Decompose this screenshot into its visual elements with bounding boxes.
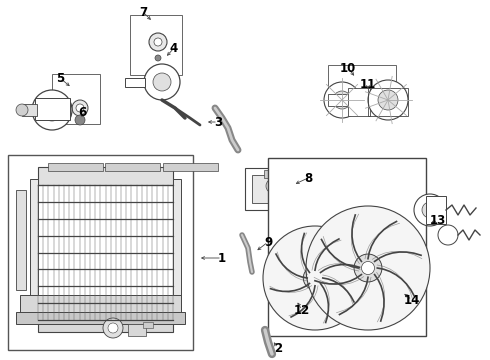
Bar — [173, 179, 181, 320]
Text: 1: 1 — [218, 252, 226, 265]
Bar — [8, 155, 193, 350]
Bar — [328, 94, 356, 106]
Bar — [426, 196, 446, 224]
Circle shape — [144, 64, 180, 100]
Circle shape — [154, 38, 162, 46]
Circle shape — [41, 99, 63, 121]
Circle shape — [306, 206, 430, 330]
Text: 13: 13 — [430, 213, 446, 226]
Bar — [348, 88, 370, 116]
Text: 11: 11 — [360, 77, 376, 90]
Bar — [252, 175, 288, 203]
Bar — [35, 98, 70, 120]
Bar — [130, 15, 182, 75]
Bar — [22, 104, 37, 116]
Text: 5: 5 — [56, 72, 64, 85]
Circle shape — [75, 115, 85, 125]
Circle shape — [422, 202, 438, 218]
Text: 12: 12 — [294, 303, 310, 316]
Circle shape — [368, 80, 408, 120]
Circle shape — [263, 226, 367, 330]
Circle shape — [333, 91, 351, 109]
Bar — [38, 167, 173, 185]
Bar — [264, 170, 282, 178]
Text: 9: 9 — [264, 235, 272, 248]
Bar — [368, 88, 408, 116]
Bar — [125, 78, 145, 87]
Text: 4: 4 — [170, 41, 178, 54]
Bar — [328, 65, 396, 103]
Bar — [143, 322, 153, 328]
Circle shape — [266, 179, 280, 193]
Text: 10: 10 — [340, 62, 356, 75]
Circle shape — [72, 100, 88, 116]
Text: 6: 6 — [78, 105, 86, 118]
Text: 7: 7 — [139, 5, 147, 18]
Bar — [30, 179, 38, 320]
Circle shape — [149, 33, 167, 51]
Circle shape — [324, 82, 360, 118]
Bar — [245, 168, 295, 210]
Text: 8: 8 — [304, 171, 312, 184]
Circle shape — [155, 55, 161, 61]
Bar — [48, 163, 103, 171]
Bar — [268, 158, 426, 336]
Circle shape — [303, 266, 327, 290]
Bar — [38, 320, 173, 332]
Bar — [16, 190, 26, 290]
Bar — [52, 74, 100, 124]
Bar — [163, 163, 218, 171]
Circle shape — [354, 254, 382, 282]
Circle shape — [47, 105, 57, 115]
Circle shape — [362, 261, 374, 275]
Bar — [105, 163, 160, 171]
Text: 3: 3 — [214, 116, 222, 129]
Circle shape — [16, 104, 28, 116]
Text: 14: 14 — [404, 293, 420, 306]
Circle shape — [153, 73, 171, 91]
Circle shape — [438, 225, 458, 245]
Circle shape — [103, 318, 123, 338]
Circle shape — [414, 194, 446, 226]
Circle shape — [32, 90, 72, 130]
Bar — [20, 295, 181, 313]
Circle shape — [310, 273, 320, 283]
Circle shape — [378, 90, 398, 110]
Bar — [16, 312, 185, 324]
Circle shape — [108, 323, 118, 333]
Text: 2: 2 — [274, 342, 282, 355]
Circle shape — [76, 104, 84, 112]
Bar — [128, 324, 146, 336]
